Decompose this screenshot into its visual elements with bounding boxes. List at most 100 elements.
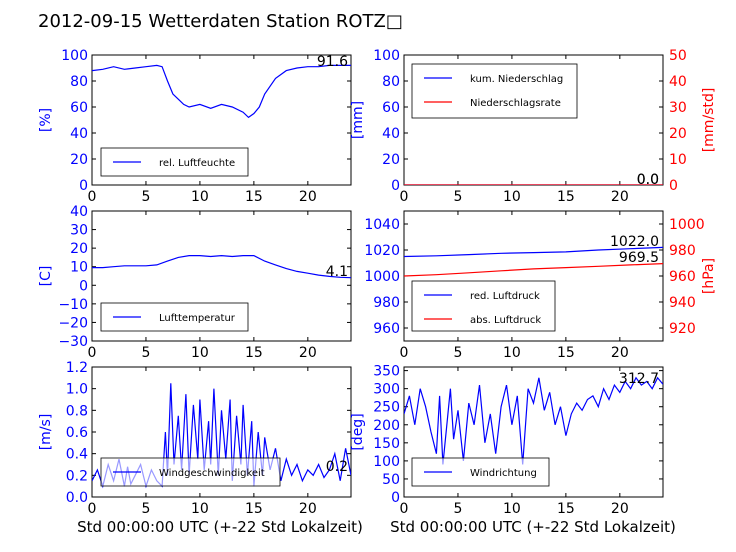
humidity-ytick-label: 0 (79, 178, 88, 194)
pressure-value-annotation-2: 969.5 (619, 250, 659, 266)
wind_speed-legend-label-0: Windgeschwindigkeit (159, 468, 265, 479)
humidity-legend (100, 147, 249, 177)
wind_speed-xtick-label: 20 (299, 501, 317, 517)
wind_direction-xtick-label: 15 (557, 501, 575, 517)
wind_direction-ytick-label: 350 (373, 364, 400, 380)
humidity-xtick-label: 10 (191, 189, 209, 205)
humidity-xtick-label: 20 (299, 189, 317, 205)
panel-rain: 0 5 10 15 20 0 20 40 60 80 100 [mm] 0 10 20 30 40 50 [mm/s… (350, 48, 717, 205)
humidity-ytick-label: 20 (70, 152, 88, 168)
pressure-legend-label-1: abs. Luftdruck (470, 315, 541, 326)
wind_speed-ytick-label: 1.2 (66, 360, 88, 376)
rain-legend (411, 63, 578, 119)
wind_speed-ytick-label: 0.2 (66, 468, 88, 484)
rain-ytick-label: 60 (382, 100, 400, 116)
pressure-ytick2-label: 960 (669, 269, 696, 285)
wind_direction-ytick-label: 50 (382, 472, 400, 488)
figure-title: 2012-09-15 Wetterdaten Station ROTZ□ (38, 11, 403, 32)
temperature-value-annotation: 4.1 (326, 264, 348, 280)
pressure-value-annotation: 1022.0 (610, 234, 659, 250)
temperature-ytick-label: 20 (70, 241, 88, 257)
rain-ytick-label: 0 (391, 178, 400, 194)
wind_direction-ytick-label: 250 (373, 400, 400, 416)
temperature-ytick-label: 0 (79, 278, 88, 294)
pressure-ytick-label: 980 (373, 295, 400, 311)
wind_direction-ytick-label: 300 (373, 382, 400, 398)
rain-xtick-label: 15 (557, 189, 575, 205)
pressure-ylabel2: [hPa] (701, 258, 717, 294)
temperature-series-line-0 (92, 254, 351, 279)
humidity-series-line-0 (92, 64, 351, 119)
humidity-xtick-label: 15 (245, 189, 263, 205)
pressure-ytick-label: 1020 (364, 243, 400, 259)
humidity-legend-label-0: rel. Luftfeuchte (159, 158, 235, 169)
temperature-ytick-label: 40 (70, 204, 88, 220)
humidity-xtick-label: 0 (88, 189, 97, 205)
pressure-ytick2-label: 1000 (669, 217, 705, 233)
rain-legend-label-0: kum. Niederschlag (470, 74, 563, 85)
x-axis-label-left: Std 00:00:00 UTC (+-22 Std Lokalzeit) (77, 518, 363, 536)
x-axis-label-right: Std 00:00:00 UTC (+-22 Std Lokalzeit) (390, 518, 676, 536)
temperature-xtick-label: 0 (88, 345, 97, 361)
pressure-legend-label-0: red. Luftdruck (470, 291, 540, 302)
temperature-ylabel: [C] (38, 266, 54, 287)
pressure-ytick-label: 1040 (364, 217, 400, 233)
wind_speed-ytick-label: 0.0 (66, 490, 88, 506)
temperature-xtick-label: 15 (245, 345, 263, 361)
rain-ytick2-label: 0 (669, 178, 678, 194)
panel-pressure: 0 5 10 15 20 960 980 1000 1020 1040 920 940 960 980 10… (364, 210, 717, 361)
humidity-ytick-label: 60 (70, 100, 88, 116)
rain-ytick2-label: 20 (669, 126, 687, 142)
rain-value-annotation-2: 0.0 (637, 172, 659, 188)
pressure-series-line-0 (404, 246, 663, 258)
rain-ytick2-label: 30 (669, 100, 687, 116)
panel-humidity: 0 5 10 15 20 0 20 40 60 80 100 [%] rel. Luftfeuchte 9… (38, 48, 352, 205)
rain-value-annotation: 0.0 (637, 172, 659, 188)
temperature-legend-label-0: Lufttemperatur (159, 313, 236, 324)
rain-ytick-label: 20 (382, 152, 400, 168)
wind_speed-xtick-label: 15 (245, 501, 263, 517)
rain-ytick2-label: 50 (669, 48, 687, 64)
wind_speed-ytick-label: 0.4 (66, 447, 88, 463)
wind_speed-ytick-label: 1.0 (66, 382, 88, 398)
pressure-xtick-label: 5 (453, 345, 462, 361)
wind_direction-series-line-0 (404, 376, 663, 465)
wind_direction-legend-label-0: Windrichtung (470, 468, 537, 479)
panel-wind_direction: 0 5 10 15 20050100150200250300350[deg]Windri… (350, 364, 664, 517)
temperature-ytick-label: 30 (70, 223, 88, 239)
pressure-ytick-label: 960 (373, 321, 400, 337)
rain-xtick-label: 20 (611, 189, 629, 205)
temperature-ytick-label: −30 (58, 334, 88, 350)
temperature-ytick-label: −10 (58, 297, 88, 313)
wind_speed-ytick-label: 0.8 (66, 403, 88, 419)
rain-legend-label-1: Niederschlagsrate (470, 98, 561, 109)
wind_speed-ylabel: [m/s] (38, 414, 54, 451)
pressure-ytick2-label: 920 (669, 321, 696, 337)
rain-ytick-label: 80 (382, 74, 400, 90)
rain-ylabel: [mm] (350, 101, 366, 139)
pressure-ytick2-label: 940 (669, 295, 696, 311)
humidity-xtick-label: 5 (141, 189, 150, 205)
wind_speed-value-annotation: 0.2 (326, 459, 348, 475)
pressure-legend (411, 280, 556, 332)
wind_direction-xtick-label: 20 (611, 501, 629, 517)
temperature-xtick-label: 5 (141, 345, 150, 361)
humidity-ytick-label: 80 (70, 74, 88, 90)
wind_direction-xtick-label: 10 (503, 501, 521, 517)
wind_direction-xtick-label: 5 (453, 501, 462, 517)
rain-xtick-label: 5 (453, 189, 462, 205)
pressure-ytick2-label: 980 (669, 243, 696, 259)
wind_direction-value-annotation: 312.7 (619, 371, 659, 387)
wind_speed-xtick-label: 0 (88, 501, 97, 517)
rain-ytick-label: 100 (373, 48, 400, 64)
wind_direction-ytick-label: 150 (373, 436, 400, 452)
panel-temperature: 0 5 10 15 20 −30 −20 −10 0 10 20 30 40 [C] Lufttempera… (38, 204, 352, 361)
rain-xtick-label: 10 (503, 189, 521, 205)
wind_direction-ylabel: [deg] (350, 413, 366, 450)
wind_direction-ytick-label: 100 (373, 454, 400, 470)
temperature-ytick-label: −20 (58, 315, 88, 331)
rain-ytick-label: 40 (382, 126, 400, 142)
humidity-ytick-label: 100 (61, 48, 88, 64)
rain-xtick-label: 0 (400, 189, 409, 205)
wind_speed-xtick-label: 5 (141, 501, 150, 517)
